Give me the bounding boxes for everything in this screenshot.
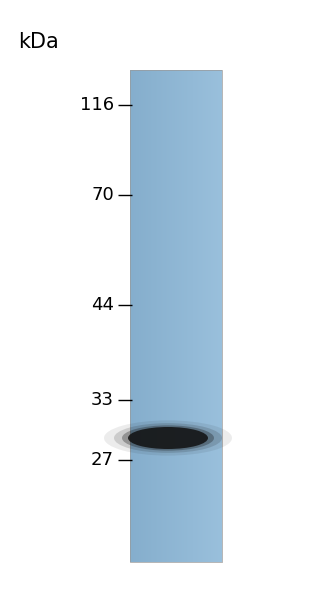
Ellipse shape (114, 423, 222, 453)
Ellipse shape (104, 421, 232, 456)
Text: 116: 116 (80, 96, 114, 114)
Text: 44: 44 (91, 296, 114, 314)
Ellipse shape (122, 425, 214, 451)
Text: 27: 27 (91, 451, 114, 469)
Text: 33: 33 (91, 391, 114, 409)
Ellipse shape (128, 427, 208, 449)
Text: kDa: kDa (18, 32, 59, 52)
Bar (130, 70, 222, 562)
Text: 70: 70 (91, 186, 114, 204)
